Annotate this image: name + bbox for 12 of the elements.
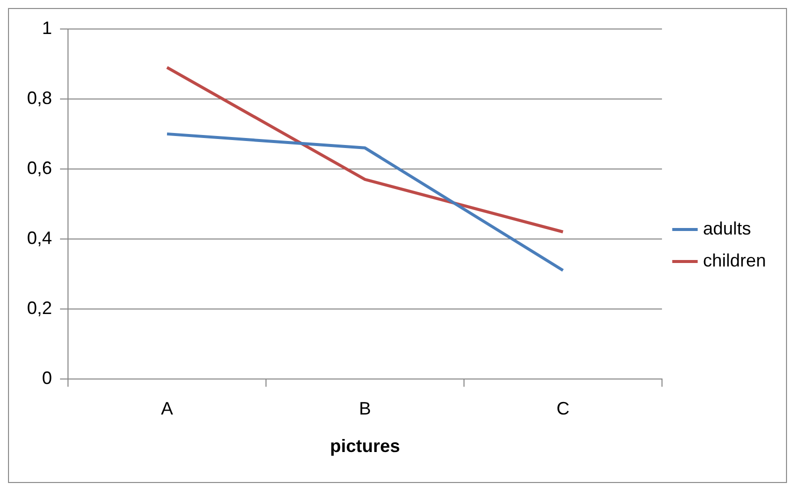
legend-label: children: [702, 250, 766, 270]
y-tick-label: 1: [42, 18, 52, 38]
x-tick-label: A: [161, 398, 174, 419]
y-tick-label: 0,8: [26, 88, 52, 108]
legend-label: adults: [702, 218, 752, 238]
y-tick-label: 0: [42, 368, 52, 388]
y-tick-label: 0,6: [26, 158, 52, 178]
x-tick-label: C: [556, 398, 570, 419]
y-tick-label: 0,4: [26, 228, 52, 248]
y-tick-label: 0,2: [26, 298, 52, 318]
x-axis-title: pictures: [330, 436, 400, 456]
x-tick-label: B: [358, 398, 371, 419]
